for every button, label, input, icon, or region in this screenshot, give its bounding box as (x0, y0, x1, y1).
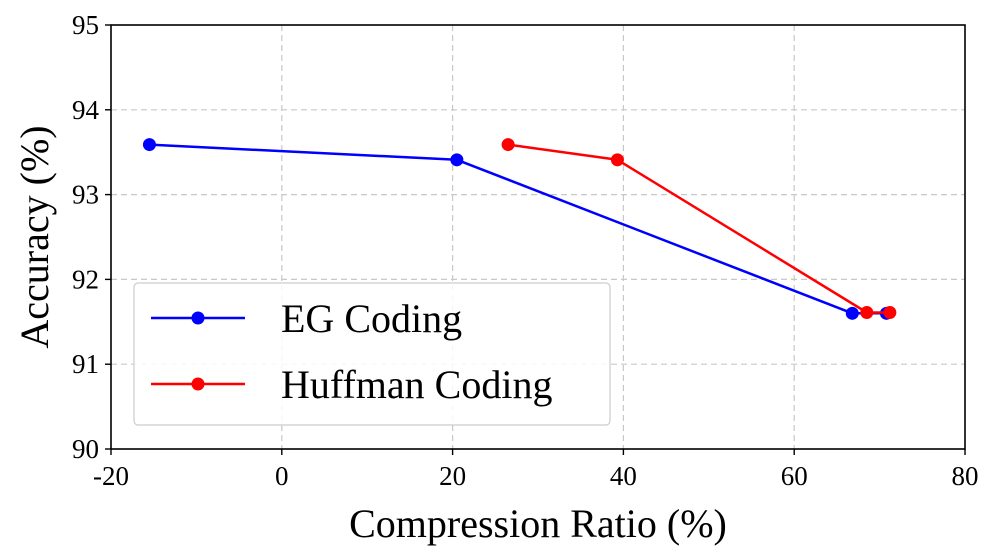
plot-frame (110, 24, 966, 450)
data-point-huffman-coding (860, 305, 874, 319)
y-tick-label: 90 (72, 434, 99, 464)
data-point-eg-coding (450, 153, 464, 167)
x-tick-label: 60 (781, 461, 808, 491)
legend-marker-eg-coding (191, 311, 205, 325)
y-axis-title: Accuracy (%) (12, 125, 57, 348)
legend-label-eg-coding: EG Coding (281, 296, 462, 341)
series-line-huffman-coding (507, 143, 890, 314)
ticks: -20 0 20 40 60 80 90 91 92 93 94 95 (72, 10, 979, 491)
x-tick-label: 80 (952, 461, 979, 491)
legend-box (133, 282, 611, 426)
y-tick-label: 92 (72, 264, 99, 294)
x-axis-title: Compression Ratio (%) (349, 501, 727, 546)
y-tick-label: 91 (72, 349, 99, 379)
legend: EG Coding Huffman Coding (133, 282, 611, 426)
x-tick-label: 0 (275, 461, 289, 491)
data-point-eg-coding (142, 138, 156, 152)
legend-marker-huffman-coding (191, 377, 205, 391)
y-tick-label: 95 (72, 10, 99, 40)
x-tick-label: 20 (439, 461, 466, 491)
data-point-huffman-coding (501, 138, 515, 152)
y-tick-label: 94 (72, 95, 100, 125)
x-tick-label: -20 (93, 461, 129, 491)
data-point-huffman-coding (883, 305, 897, 319)
y-tick-label: 93 (72, 180, 99, 210)
data-point-eg-coding (845, 306, 859, 320)
x-tick-label: 40 (610, 461, 637, 491)
series-layer (142, 138, 897, 320)
legend-label-huffman-coding: Huffman Coding (281, 362, 552, 407)
data-point-huffman-coding (610, 153, 624, 167)
